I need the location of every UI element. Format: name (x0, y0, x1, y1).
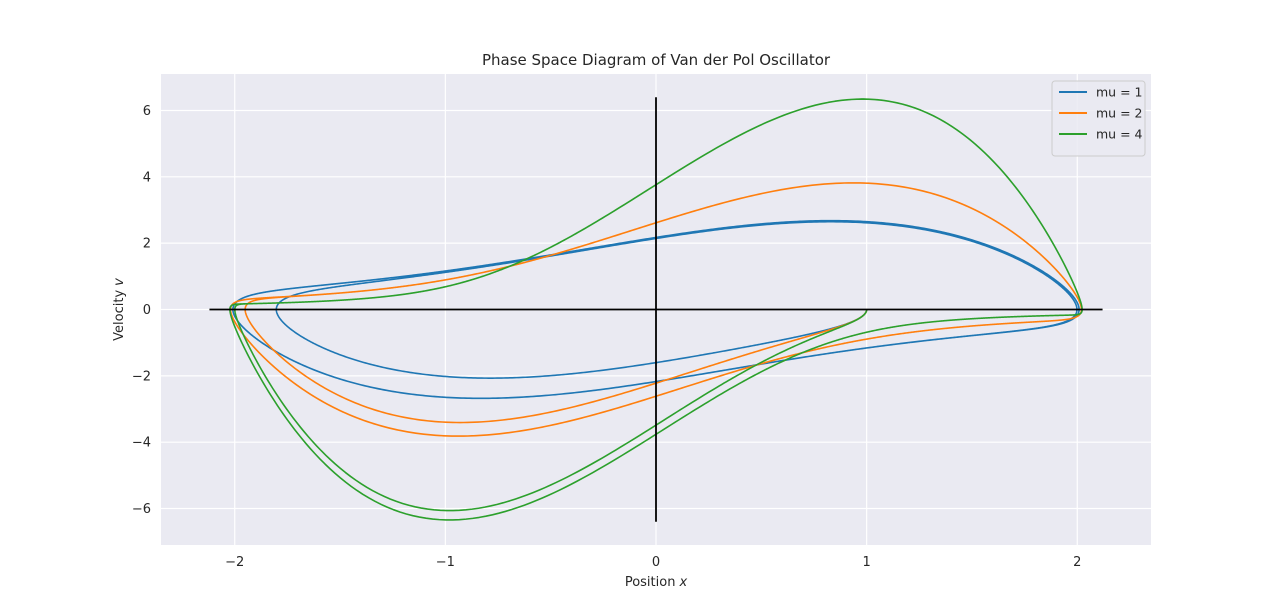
x-tick-label: −2 (225, 555, 244, 570)
y-axis-label-text: Velocity (112, 290, 127, 341)
y-tick-label: 0 (143, 303, 151, 318)
legend-label: mu = 2 (1096, 106, 1142, 121)
x-tick-label: 2 (1073, 555, 1081, 570)
y-tick-label: 2 (143, 237, 151, 252)
y-tick-label: −6 (132, 502, 151, 517)
legend-box (1051, 80, 1146, 157)
series-line-mu-1 (232, 219, 1080, 400)
y-axis-label-var: v (112, 278, 127, 286)
x-axis-label: Position x (625, 575, 688, 590)
y-tick-label: −4 (132, 436, 151, 451)
series-line-mu-4 (229, 98, 1083, 521)
tick-labels: −2 −1 0 1 2 −6 −4 −2 0 2 4 6 (132, 104, 1082, 570)
series-line-mu-2 (229, 182, 1083, 437)
y-axis-label: Velocity v (112, 278, 127, 341)
y-tick-label: −2 (132, 369, 151, 384)
series-layer (229, 98, 1083, 521)
x-axis-label-var: x (678, 575, 687, 590)
legend: mu = 1 mu = 2 mu = 4 (1051, 80, 1146, 157)
y-tick-label: 4 (143, 170, 151, 185)
chart-title: Phase Space Diagram of Van der Pol Oscil… (482, 51, 831, 69)
legend-label: mu = 1 (1096, 85, 1142, 100)
x-axis-label-text: Position (625, 575, 676, 590)
reference-lines (209, 97, 1103, 522)
x-tick-label: −1 (436, 555, 455, 570)
y-tick-label: 6 (143, 104, 151, 119)
x-tick-label: 1 (862, 555, 870, 570)
x-tick-label: 0 (652, 555, 660, 570)
legend-label: mu = 4 (1096, 127, 1143, 142)
